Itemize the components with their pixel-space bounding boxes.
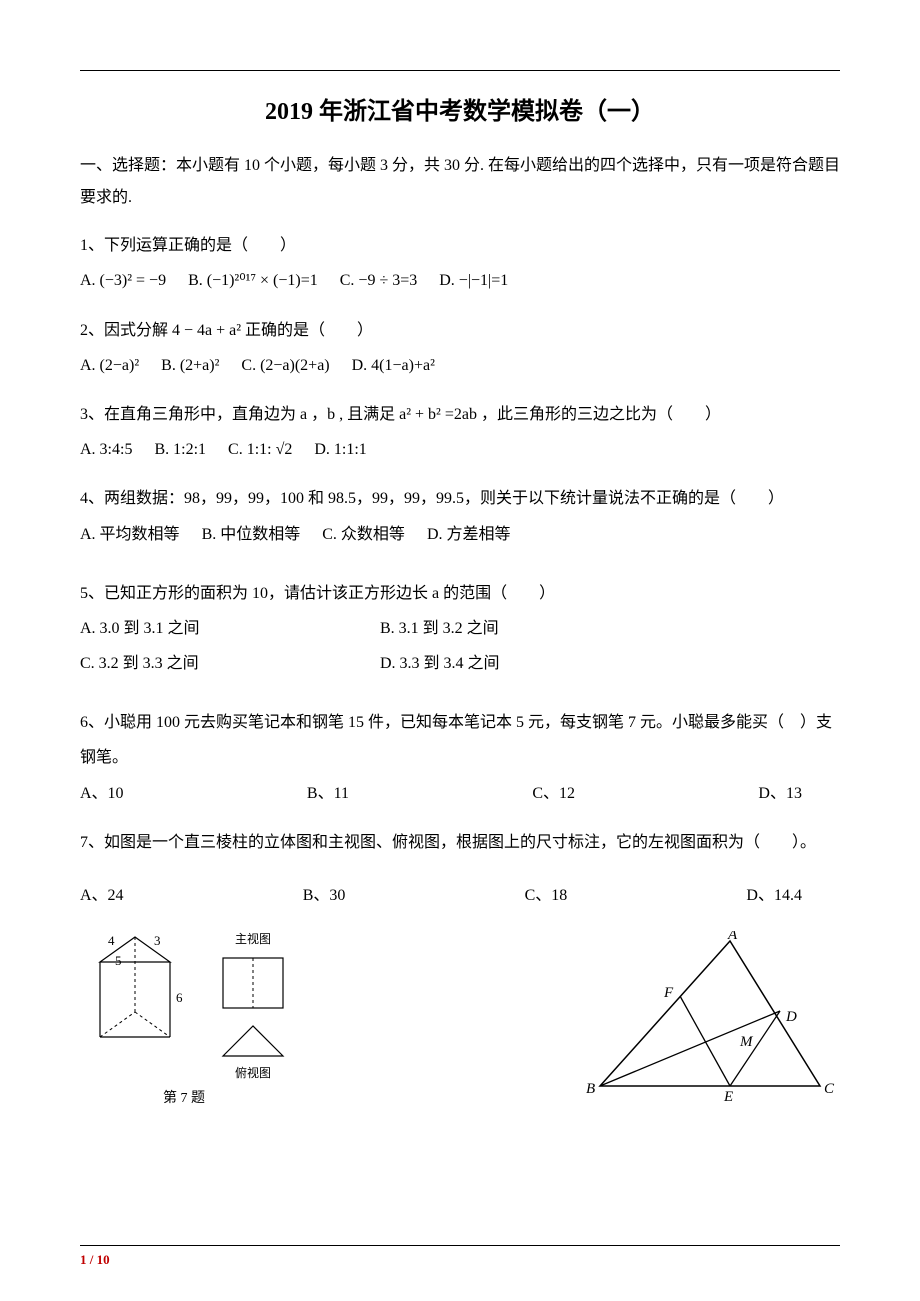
top-view-label: 俯视图 — [235, 1063, 271, 1085]
q7-opt-a: A、24 — [80, 878, 124, 913]
page-title: 2019 年浙江省中考数学模拟卷（一） — [80, 91, 840, 134]
figure-triangle: A B C D E F M — [580, 931, 840, 1112]
q4-opt-d: D. 方差相等 — [427, 517, 511, 552]
svg-text:6: 6 — [176, 990, 183, 1005]
question-5: 5、已知正方形的面积为 10，请估计该正方形边长 a 的范围（ ） A. 3.0… — [80, 576, 840, 682]
q1-stem: 1、下列运算正确的是（ ） — [80, 228, 840, 263]
q2-opt-b: B. (2+a)² — [161, 348, 219, 383]
q4-options: A. 平均数相等 B. 中位数相等 C. 众数相等 D. 方差相等 — [80, 517, 840, 552]
q1-opt-d: D. −|−1|=1 — [439, 263, 508, 298]
q3-opt-d: D. 1:1:1 — [314, 432, 366, 467]
q7-opt-d: D、14.4 — [746, 878, 802, 913]
q1-opt-b: B. (−1)²⁰¹⁷ × (−1)=1 — [188, 263, 318, 298]
question-7: 7、如图是一个直三棱柱的立体图和主视图、俯视图，根据图上的尺寸标注，它的左视图面… — [80, 825, 840, 913]
svg-text:F: F — [663, 985, 674, 1001]
svg-text:4: 4 — [108, 933, 115, 948]
question-2: 2、因式分解 4 − 4a + a² 正确的是（ ） A. (2−a)² B. … — [80, 313, 840, 383]
section-intro: 一、选择题：本小题有 10 个小题，每小题 3 分，共 30 分. 在每小题给出… — [80, 150, 840, 214]
q4-opt-b: B. 中位数相等 — [202, 517, 301, 552]
q2-opt-a: A. (2−a)² — [80, 348, 139, 383]
q3-opt-b: B. 1:2:1 — [154, 432, 206, 467]
page-footer: 1 / 10 — [80, 1248, 110, 1271]
svg-text:A: A — [727, 931, 738, 943]
q5-opt-d: D. 3.3 到 3.4 之间 — [380, 646, 500, 681]
q6-opt-a: A、10 — [80, 776, 124, 811]
q3-opt-a: A. 3:4:5 — [80, 432, 132, 467]
page-sep: / — [87, 1252, 97, 1267]
q2-opt-d: D. 4(1−a)+a² — [352, 348, 435, 383]
question-6: 6、小聪用 100 元去购买笔记本和钢笔 15 件，已知每本笔记本 5 元，每支… — [80, 705, 840, 811]
q4-opt-a: A. 平均数相等 — [80, 517, 180, 552]
q6-opt-d: D、13 — [758, 776, 802, 811]
question-3: 3、在直角三角形中，直角边为 a ，b , 且满足 a² + b² =2ab ，… — [80, 397, 840, 467]
page-total: 10 — [97, 1252, 110, 1267]
q1-opt-a: A. (−3)² = −9 — [80, 263, 166, 298]
q7-opt-b: B、30 — [303, 878, 346, 913]
fig7-caption: 第 7 题 — [80, 1086, 288, 1111]
q2-stem: 2、因式分解 4 − 4a + a² 正确的是（ ） — [80, 313, 840, 348]
q6-opt-c: C、12 — [532, 776, 575, 811]
svg-text:3: 3 — [154, 933, 161, 948]
q1-opt-c: C. −9 ÷ 3=3 — [340, 263, 418, 298]
q6-stem: 6、小聪用 100 元去购买笔记本和钢笔 15 件，已知每本笔记本 5 元，每支… — [80, 705, 840, 775]
svg-text:C: C — [824, 1081, 835, 1097]
q5-opt-a: A. 3.0 到 3.1 之间 — [80, 611, 380, 646]
svg-text:M: M — [739, 1034, 754, 1050]
question-1: 1、下列运算正确的是（ ） A. (−3)² = −9 B. (−1)²⁰¹⁷ … — [80, 228, 840, 298]
figure-q7: 4 5 3 6 主视图 俯视图 第 7 题 — [80, 927, 288, 1111]
top-view-icon — [218, 1021, 288, 1061]
prism-3d-icon: 4 5 3 6 — [80, 927, 200, 1057]
q7-opt-c: C、18 — [525, 878, 568, 913]
q2-opt-c: C. (2−a)(2+a) — [241, 348, 329, 383]
q7-stem: 7、如图是一个直三棱柱的立体图和主视图、俯视图，根据图上的尺寸标注，它的左视图面… — [80, 825, 840, 860]
main-view-label: 主视图 — [235, 929, 271, 951]
main-view-icon — [218, 953, 288, 1013]
q4-opt-c: C. 众数相等 — [322, 517, 405, 552]
svg-text:E: E — [723, 1089, 733, 1101]
q2-options: A. (2−a)² B. (2+a)² C. (2−a)(2+a) D. 4(1… — [80, 348, 840, 383]
q5-opt-c: C. 3.2 到 3.3 之间 — [80, 646, 380, 681]
q3-opt-c: C. 1:1: √2 — [228, 432, 292, 467]
question-4: 4、两组数据：98，99，99，100 和 98.5，99，99，99.5，则关… — [80, 481, 840, 551]
triangle-icon: A B C D E F M — [580, 931, 840, 1101]
svg-text:D: D — [785, 1009, 797, 1025]
q4-stem: 4、两组数据：98，99，99，100 和 98.5，99，99，99.5，则关… — [80, 481, 840, 516]
q5-stem: 5、已知正方形的面积为 10，请估计该正方形边长 a 的范围（ ） — [80, 576, 840, 611]
q5-options: A. 3.0 到 3.1 之间 B. 3.1 到 3.2 之间 C. 3.2 到… — [80, 611, 840, 681]
q7-options: A、24 B、30 C、18 D、14.4 — [80, 878, 802, 913]
q3-stem: 3、在直角三角形中，直角边为 a ，b , 且满足 a² + b² =2ab ，… — [80, 397, 840, 432]
q3-options: A. 3:4:5 B. 1:2:1 C. 1:1: √2 D. 1:1:1 — [80, 432, 840, 467]
q6-options: A、10 B、11 C、12 D、13 — [80, 776, 802, 811]
q1-options: A. (−3)² = −9 B. (−1)²⁰¹⁷ × (−1)=1 C. −9… — [80, 263, 840, 298]
q5-opt-b: B. 3.1 到 3.2 之间 — [380, 611, 499, 646]
svg-text:5: 5 — [115, 953, 122, 968]
svg-text:B: B — [586, 1081, 595, 1097]
q6-opt-b: B、11 — [307, 776, 349, 811]
